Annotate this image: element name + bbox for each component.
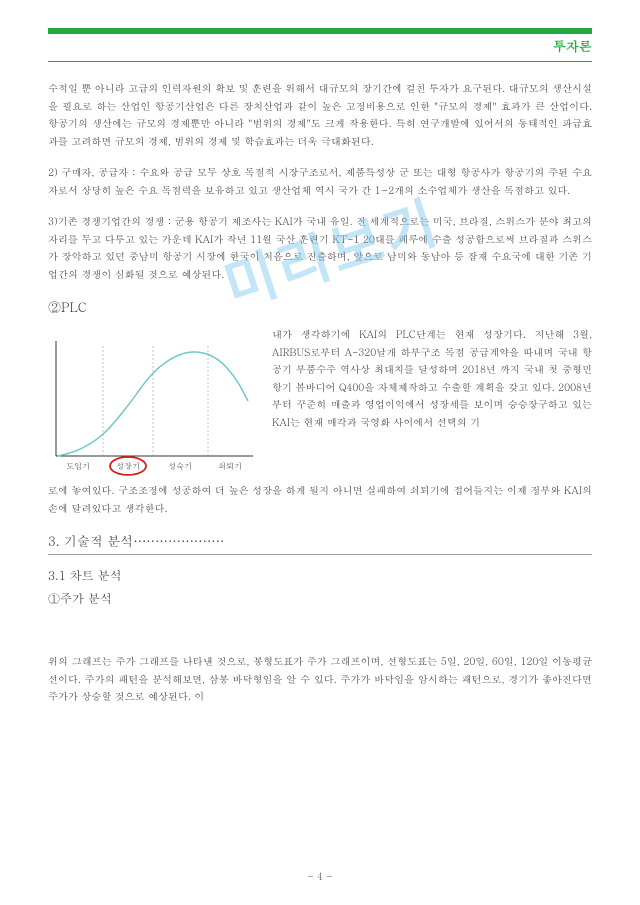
svg-text:성숙기: 성숙기	[168, 461, 192, 472]
header-line	[48, 61, 592, 62]
heading-3-rule	[48, 554, 592, 555]
plc-chart: 도입기 성장기 성숙기 쇠퇴기	[48, 326, 258, 476]
heading-3-1: 3.1 차트 분석	[48, 567, 592, 584]
plc-side-text: 내가 생각하기에 KAI의 PLC단계는 현재 성장기다. 지난해 3월, AI…	[272, 326, 592, 476]
plc-label: ②PLC	[48, 297, 592, 316]
sub-1: ①주가 분석	[48, 590, 592, 607]
paragraph-2: 2) 구매자, 공급자 : 수요와 공급 모두 상호 독점적 시장구조로서, 제…	[48, 164, 592, 199]
paragraph-1: 수적일 뿐 아니라 고급의 인력자원의 확보 및 훈련을 위해서 대규모의 장기…	[48, 80, 592, 150]
heading-3: 3. 기술적 분석·····················	[48, 531, 592, 550]
plc-row: 도입기 성장기 성숙기 쇠퇴기 내가 생각하기에 KAI의 PLC단계는 현재 성장기…	[48, 326, 592, 476]
paragraph-3: 3)기존 경쟁기업간의 경쟁 : 군용 항공기 제조사는 KAI가 국내 유일.…	[48, 213, 592, 283]
header-title: 투자론	[48, 36, 592, 55]
header-bar	[48, 28, 592, 34]
paragraph-4: 위의 그래프는 주가 그래프를 나타낸 것으로, 봉형도표가 주가 그래프이며,…	[48, 653, 592, 706]
svg-text:도입기: 도입기	[66, 461, 90, 472]
plc-after-text: 로에 놓여있다. 구조조정에 성공하여 더 높은 성장을 하게 될지 아니면 실…	[48, 482, 592, 517]
svg-text:성장기: 성장기	[116, 461, 140, 472]
svg-text:쇠퇴기: 쇠퇴기	[218, 461, 242, 472]
page-number: - 4 -	[0, 869, 640, 883]
